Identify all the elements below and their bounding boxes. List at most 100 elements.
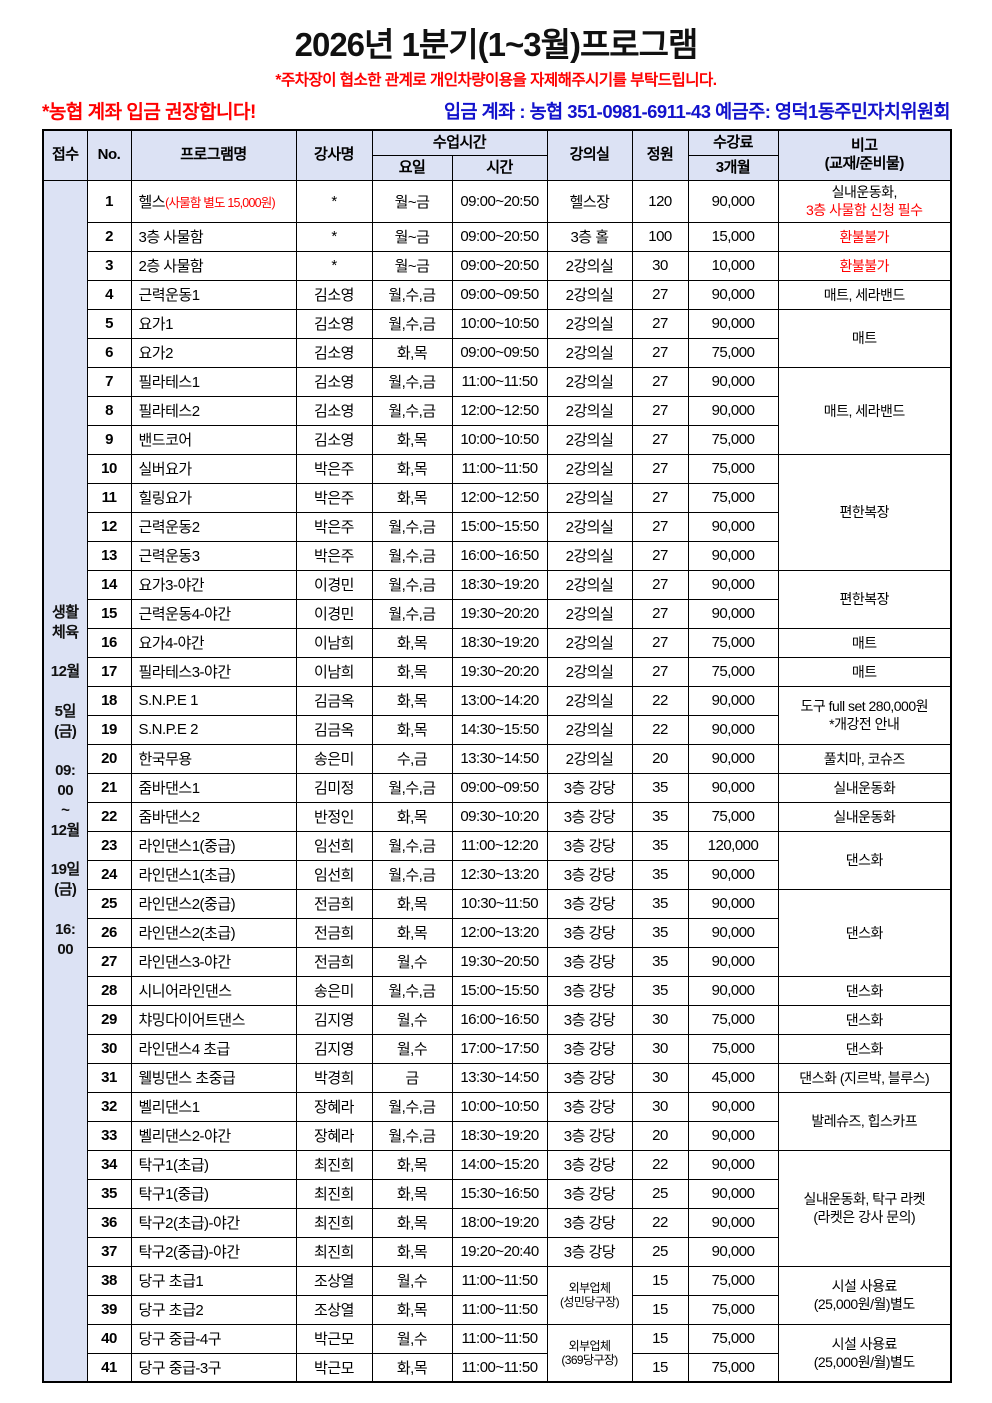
cell-no: 5: [86, 308, 132, 339]
cell-room: 3층 강당: [546, 1120, 633, 1151]
cell-program: 요가4-야간: [130, 627, 297, 658]
note-line: 댄스화 (지르박, 블루스): [799, 1069, 930, 1086]
cell-teacher: 김소영: [295, 424, 373, 455]
cell-room: 2강의실: [546, 540, 633, 571]
note-line: *개강전 안내: [829, 716, 900, 733]
cell-note: 시설 사용료 (25,000원/월)별도: [777, 1265, 952, 1325]
program-name: 요가4-야간: [138, 635, 205, 653]
cell-program: 라인댄스1(초급): [130, 859, 297, 890]
cell-no: 23: [86, 830, 132, 861]
program-name: 벨리댄스2-야간: [138, 1128, 232, 1146]
cell-day: 월,수,금: [371, 1120, 453, 1151]
cell-teacher: 김소영: [295, 395, 373, 426]
table-row: 4 근력운동1 김소영 월,수,금 09:00~09:50 2강의실 27 90,000 매트,…: [43, 279, 952, 310]
col-header-room: 강의실: [546, 129, 633, 181]
cell-no: 36: [86, 1207, 132, 1238]
table-row: 32 벨리댄스1 장혜라 월,수,금 10:00~10:50 3층 강당 30 90,000 발…: [43, 1091, 952, 1151]
cell-time: 09:00~09:50: [451, 279, 548, 310]
col-header-note: 비고 (교재/준비물): [777, 129, 952, 181]
program-name: 챠밍다이어트댄스: [138, 1012, 246, 1030]
cell-capacity: 27: [631, 453, 689, 484]
cell-room: 3층 강당: [546, 1149, 633, 1180]
cell-program: 3층 사물함: [130, 221, 297, 252]
cell-capacity: 27: [631, 424, 689, 455]
table-row: 12 근력운동2 박은주 월,수,금 15:00~15:50 2강의실 27 90,000: [43, 511, 951, 542]
cell-time: 09:00~20:50: [451, 179, 548, 223]
program-name: 당구 중급-3구: [138, 1360, 222, 1378]
table-row: 28 시니어라인댄스 송은미 월,수,금 15:00~15:50 3층 강당 35 90,00…: [43, 975, 952, 1006]
cell-no: 39: [86, 1294, 132, 1325]
cell-teacher: 박은주: [295, 540, 373, 571]
cell-day: 월,수,금: [371, 395, 453, 426]
table-row: 생활 체육 12월 5일 (금) 09: 00 ~ 12월 19일 (금) 16…: [42, 179, 952, 1383]
cell-program: 근력운동3: [130, 540, 297, 571]
cell-no: 32: [86, 1091, 132, 1122]
cell-no: 16: [86, 627, 132, 658]
cell-teacher: 박은주: [295, 482, 373, 513]
cell-room: 3층 홀: [546, 221, 633, 252]
program-schedule-table: 접수 No. 프로그램명 강사명 수업시간 강의실 정원 수강료 비고 (교재/…: [42, 128, 953, 1384]
cell-capacity: 35: [631, 859, 689, 890]
cell-teacher: 김소영: [295, 279, 373, 310]
cell-capacity: 120: [631, 179, 689, 223]
cell-time: 11:00~11:50: [451, 1294, 548, 1325]
cell-room: 3층 강당: [546, 1091, 633, 1122]
cell-time: 17:00~17:50: [451, 1033, 548, 1064]
cell-room: 2강의실: [546, 743, 633, 774]
cell-time: 11:00~11:50: [451, 453, 548, 484]
cell-capacity: 15: [631, 1294, 689, 1325]
table-row: 21 줌바댄스1 김미정 월,수,금 09:00~09:50 3층 강당 35 90,000 실…: [43, 772, 952, 803]
cell-program: 헬스(사물함 별도 15,000원): [130, 179, 297, 223]
cell-teacher: 조상열: [295, 1294, 373, 1325]
table-row: 3 2층 사물함 * 월~금 09:00~20:50 2강의실 30 10,000 환불불가: [43, 250, 952, 281]
cell-room: 2강의실: [546, 279, 633, 310]
cell-no: 33: [86, 1120, 132, 1151]
cell-day: 화,목: [371, 627, 453, 658]
table-row: 34 탁구1(초급) 최진희 화,목 14:00~15:20 3층 강당 22 90,000 실…: [43, 1149, 952, 1267]
table-row: 25 라인댄스2(중급) 전금희 화,목 10:30~11:50 3층 강당 35 90,00…: [43, 888, 952, 977]
note-line: 매트, 세라밴드: [823, 286, 906, 303]
table-row: 15 근력운동4-야간 이경민 월,수,금 19:30~20:20 2강의실 27 90,00…: [43, 598, 951, 629]
program-name: 요가3-야간: [138, 577, 205, 595]
cell-note: 매트, 세라밴드: [777, 279, 952, 310]
table-row: 35 탁구1(중급) 최진희 화,목 15:30~16:50 3층 강당 25 90,000: [43, 1178, 951, 1209]
cell-fee: 75,000: [687, 1294, 779, 1325]
table-row: 2 3층 사물함 * 월~금 09:00~20:50 3층 홀 100 15,000 환불불가: [43, 221, 952, 252]
cell-fee: 90,000: [687, 975, 779, 1006]
cell-capacity: 27: [631, 308, 689, 339]
cell-program: 당구 초급2: [130, 1294, 297, 1325]
cell-teacher: 최진희: [295, 1149, 373, 1180]
cell-teacher: 김미정: [295, 772, 373, 803]
cell-program: 탁구1(초급): [130, 1149, 297, 1180]
note-line: 매트: [851, 634, 877, 651]
cell-teacher: 전금희: [295, 917, 373, 948]
cell-note: 실내운동화, 3층 사물함 신청 필수: [777, 179, 952, 223]
cell-day: 월,수: [371, 1265, 453, 1296]
cell-fee: 75,000: [687, 453, 779, 484]
cell-capacity: 15: [631, 1323, 689, 1354]
table-row: 18 S.N.P.E 1 김금옥 화,목 13:00~14:20 2강의실 22 90,000…: [43, 685, 952, 745]
cell-fee: 90,000: [687, 743, 779, 774]
cell-fee: 75,000: [687, 424, 779, 455]
cell-time: 11:00~11:50: [451, 1323, 548, 1354]
table-row: 16 요가4-야간 이남희 화,목 18:30~19:20 2강의실 27 75,000 매트: [43, 627, 952, 658]
program-name: 벨리댄스1: [138, 1099, 201, 1117]
note-line: 환불불가: [839, 228, 890, 245]
table-row: 20 한국무용 송은미 수,금 13:30~14:50 2강의실 20 90,000 풀치마, …: [43, 743, 952, 774]
page-header: 2026년 1분기(1~3월)프로그램 *주차장이 협소한 관계로 개인차량이용…: [0, 0, 992, 124]
cell-fee: 75,000: [687, 1323, 779, 1354]
cell-note: 실내운동화: [777, 772, 952, 803]
program-name: 헬스: [138, 193, 166, 211]
cell-program: 힐링요가: [130, 482, 297, 513]
cell-fee: 75,000: [687, 337, 779, 368]
cell-time: 19:30~20:20: [451, 656, 548, 687]
cell-capacity: 30: [631, 1091, 689, 1122]
note-line: 풀치마, 코슈즈: [823, 750, 906, 767]
cell-no: 2: [86, 221, 132, 252]
cell-time: 16:00~16:50: [451, 540, 548, 571]
cell-note: 풀치마, 코슈즈: [777, 743, 952, 774]
cell-no: 13: [86, 540, 132, 571]
cell-teacher: 전금희: [295, 946, 373, 977]
cell-no: 31: [86, 1062, 132, 1093]
cell-day: 화,목: [371, 1207, 453, 1238]
